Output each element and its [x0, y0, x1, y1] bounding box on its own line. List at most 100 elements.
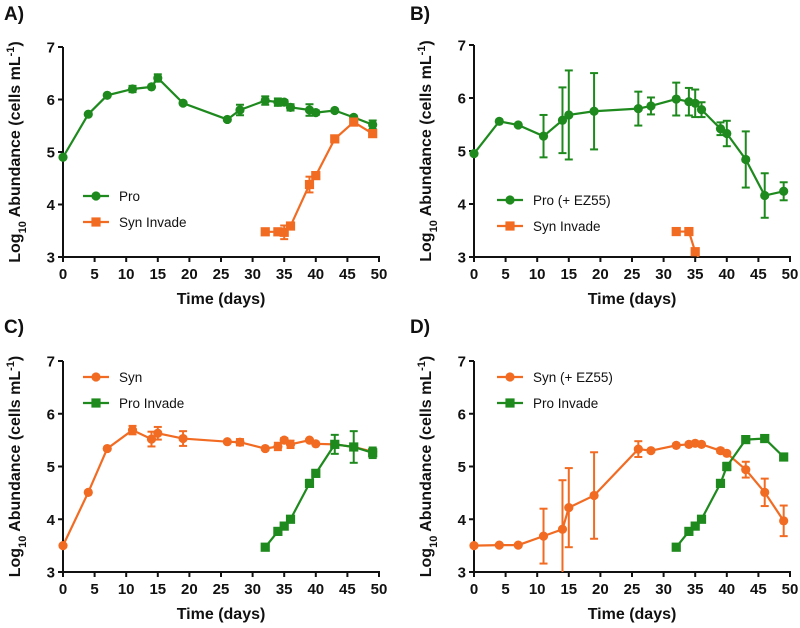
data-point [146, 434, 157, 444]
x-tick-label: 30 [244, 581, 261, 598]
x-tick-label: 0 [470, 581, 478, 598]
legend-label: Pro Invade [119, 396, 184, 411]
legend-item: Pro [83, 189, 140, 204]
x-tick-label: 40 [718, 266, 735, 283]
data-point [285, 514, 296, 524]
data-point [696, 514, 707, 524]
series-pro-invade [260, 430, 378, 552]
data-point [690, 521, 700, 531]
y-axis-title-pre: Log [7, 548, 24, 577]
y-axis-title-sub: 10 [17, 536, 29, 548]
y-tick-label: 4 [458, 197, 467, 214]
data-point [589, 106, 599, 116]
legend-label: Syn (+ EZ55) [533, 370, 613, 385]
y-tick-label: 7 [458, 354, 466, 371]
x-tick-label: 10 [529, 581, 546, 598]
data-point [273, 526, 283, 536]
y-axis-title-pre: Log [418, 548, 435, 577]
series-line [473, 442, 785, 547]
x-tick-label: 15 [560, 266, 577, 283]
x-tick-label: 50 [782, 581, 799, 598]
series-pro-ez55 [469, 69, 789, 219]
x-tick-label: 0 [470, 266, 478, 283]
y-tick-label: 6 [458, 406, 466, 423]
y-tick-label: 4 [47, 512, 56, 529]
y-tick-label: 6 [47, 92, 55, 109]
x-tick-label: 30 [244, 266, 261, 283]
data-point [127, 84, 138, 94]
y-tick-label: 7 [458, 38, 466, 55]
legend-label: Pro (+ EZ55) [533, 193, 611, 208]
y-axis-title: Log10 Abundance (cells mL-1) [416, 356, 440, 577]
legend-label: Syn Invade [119, 215, 187, 230]
data-point [538, 531, 549, 541]
data-point [696, 439, 707, 449]
panel-label: D) [410, 317, 430, 338]
data-point [178, 433, 188, 444]
data-point [311, 171, 321, 181]
y-tick-label: 5 [458, 144, 466, 161]
x-tick-label: 15 [149, 581, 166, 598]
y-axis-title-post: ) [418, 40, 435, 45]
data-point [235, 105, 245, 115]
data-point [538, 131, 549, 141]
y-axis-title-mid: Abundance (cells mL [418, 371, 435, 536]
x-tick-label: 5 [90, 266, 98, 283]
data-point [564, 110, 574, 120]
y-axis-title-sup: -1 [5, 47, 17, 57]
data-point [127, 425, 138, 435]
legend-label: Pro Invade [533, 396, 598, 411]
series-syn [58, 424, 378, 551]
y-tick-label: 3 [458, 565, 466, 582]
data-point [513, 540, 523, 550]
data-point [311, 108, 321, 118]
y-axis-title-sup: -1 [416, 361, 428, 371]
x-tick-label: 45 [750, 581, 767, 598]
data-point [235, 437, 245, 447]
data-point [58, 152, 68, 162]
y-tick-label: 7 [47, 40, 55, 57]
legend-item: Syn (+ EZ55) [497, 370, 613, 385]
legend-item: Pro Invade [83, 396, 184, 411]
x-tick-label: 20 [181, 581, 198, 598]
legend-circle-icon [505, 372, 515, 382]
x-tick-label: 20 [592, 581, 609, 598]
y-tick-label: 3 [47, 565, 55, 582]
legend-label: Pro [119, 189, 140, 204]
legend-square-icon [505, 221, 515, 231]
data-point [715, 124, 726, 134]
x-tick-label: 35 [687, 266, 704, 283]
y-tick-label: 5 [47, 459, 55, 476]
x-tick-label: 15 [560, 581, 577, 598]
x-tick-label: 20 [181, 266, 198, 283]
y-axis-title-post: ) [418, 356, 435, 361]
series-pro-invade [671, 433, 789, 552]
x-tick-label: 25 [624, 581, 641, 598]
data-point [646, 101, 656, 111]
legend-square-icon [91, 217, 101, 227]
legend-item: Syn [83, 370, 142, 385]
data-point [684, 226, 694, 237]
panel-label: B) [410, 4, 430, 25]
y-axis-title-sup: -1 [416, 46, 428, 56]
data-point [564, 503, 574, 513]
legend-label: Syn Invade [533, 219, 601, 234]
data-point [690, 98, 700, 108]
x-tick-label: 0 [59, 266, 67, 283]
x-axis-title: Time (days) [177, 291, 266, 308]
legend-circle-icon [91, 372, 101, 382]
series-syn-invade [260, 117, 378, 241]
data-point [760, 487, 770, 497]
data-point [58, 541, 68, 551]
x-tick-label: 5 [501, 581, 509, 598]
y-tick-label: 3 [458, 250, 466, 267]
data-point [684, 526, 694, 536]
data-point [589, 490, 599, 501]
x-tick-label: 35 [276, 581, 293, 598]
y-axis-title-sub: 10 [428, 536, 440, 548]
data-point [368, 448, 378, 458]
data-point [330, 439, 340, 449]
